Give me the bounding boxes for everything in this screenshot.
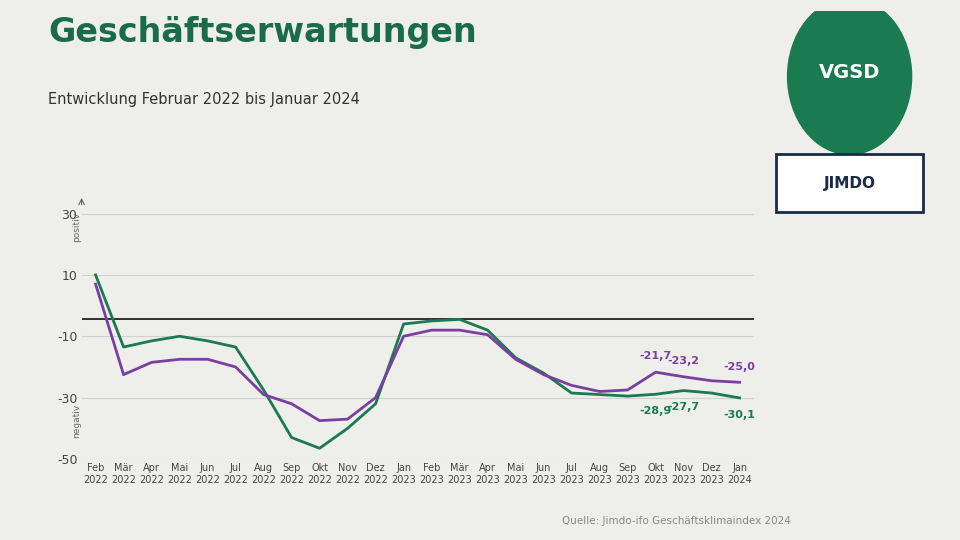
- Text: VGSD: VGSD: [819, 63, 880, 82]
- Circle shape: [787, 0, 912, 154]
- Text: Geschäftserwartungen: Geschäftserwartungen: [48, 16, 477, 49]
- Text: Quelle: Jimdo-ifo Geschäftsklimaindex 2024: Quelle: Jimdo-ifo Geschäftsklimaindex 20…: [562, 516, 790, 526]
- FancyBboxPatch shape: [776, 154, 924, 212]
- Text: -21,7: -21,7: [639, 352, 672, 361]
- Legend: Solo- und Kleinstunternehmen (< 10 MA), Gesamtwirtschaft: Solo- und Kleinstunternehmen (< 10 MA), …: [152, 539, 576, 540]
- Text: positiv: positiv: [73, 212, 82, 242]
- Text: negativ: negativ: [73, 403, 82, 437]
- Text: Entwicklung Februar 2022 bis Januar 2024: Entwicklung Februar 2022 bis Januar 2024: [48, 92, 360, 107]
- Text: -27,7: -27,7: [667, 402, 700, 412]
- Text: -28,9: -28,9: [639, 406, 672, 416]
- Text: -23,2: -23,2: [667, 356, 700, 366]
- Polygon shape: [830, 150, 858, 159]
- Text: -25,0: -25,0: [724, 362, 756, 372]
- Text: JIMDO: JIMDO: [824, 176, 876, 191]
- Text: -30,1: -30,1: [724, 410, 756, 420]
